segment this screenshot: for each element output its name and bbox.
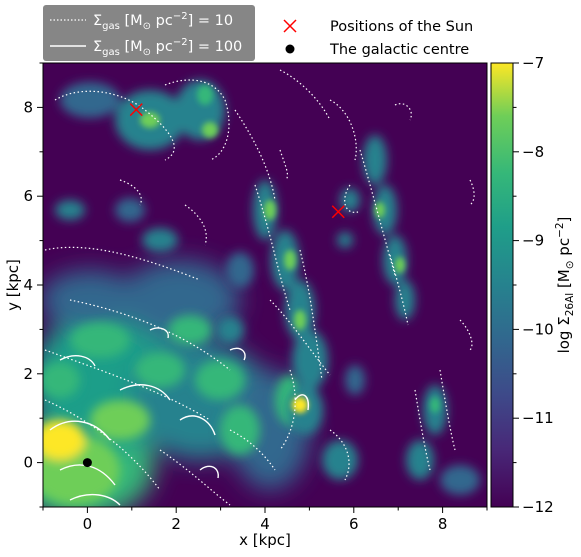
legend-contours-box (43, 5, 255, 61)
y-tick-label: 6 (23, 187, 33, 205)
colorbar-tick-label: −12 (522, 498, 554, 516)
y-tick-label: 2 (23, 365, 33, 383)
legend-sun-marker (283, 19, 297, 33)
x-axis-label: x [kpc] (239, 531, 291, 549)
sun-position-marker (331, 205, 345, 219)
colorbar-tick-label: −11 (522, 409, 554, 427)
colorbar-tick-label: −7 (522, 54, 544, 72)
sun-position-marker (129, 103, 143, 117)
y-axis: 0 2 4 6 8 (23, 62, 43, 508)
colorbar-tick-label: −8 (522, 143, 544, 161)
legend-contours: Σgas [M⊙ pc−2] = 10 Σgas [M⊙ pc−2] = 100 (43, 5, 255, 61)
legend-dotted-label: Σgas [M⊙ pc−2] = 10 (93, 11, 233, 32)
legend-centre-marker (285, 44, 295, 54)
colorbar (490, 62, 514, 508)
y-axis-label: y [kpc] (4, 259, 22, 311)
y-tick-label: 4 (23, 276, 33, 294)
x-tick-label: 6 (349, 515, 359, 533)
legend-sun-label: Positions of the Sun (330, 19, 473, 35)
colorbar-label: log Σ26Al [M⊙ pc−2] (554, 217, 576, 354)
colorbar-axis: −12 −11 −10 −9 −8 −7 (513, 54, 554, 516)
colorbar-tick-label: −9 (522, 232, 544, 250)
x-tick-label: 2 (171, 515, 181, 533)
y-tick-label: 0 (23, 454, 33, 472)
x-axis: 0 2 4 6 8 (42, 507, 488, 533)
colorbar-tick-label: −10 (522, 320, 554, 338)
gas-contours (44, 69, 475, 506)
x-tick-label: 4 (260, 515, 270, 533)
sun-marker-stroke (129, 103, 143, 117)
legend-markers: Positions of the Sun The galactic centre (283, 19, 473, 58)
emission-map (43, 80, 480, 507)
sun-marker-stroke (331, 205, 345, 219)
x-tick-label: 0 (83, 515, 93, 533)
markers (82, 103, 345, 468)
x-tick-label: 8 (438, 515, 448, 533)
galactic-centre-marker (82, 458, 92, 468)
y-tick-label: 8 (23, 98, 33, 116)
legend-centre-label: The galactic centre (329, 42, 469, 58)
legend-solid-label: Σgas [M⊙ pc−2] = 100 (93, 37, 242, 58)
